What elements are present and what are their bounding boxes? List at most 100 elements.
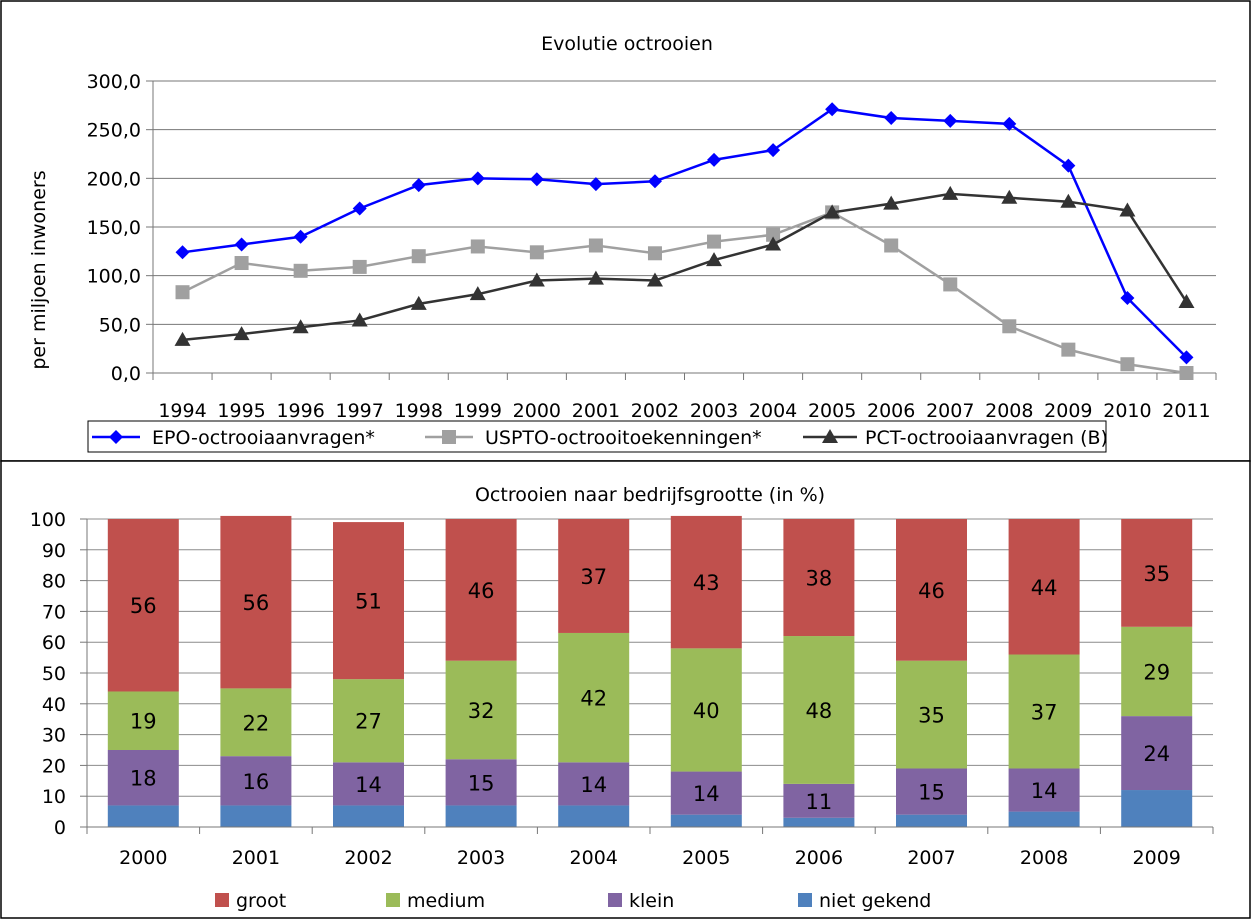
- data-point: [943, 277, 958, 292]
- legend-label: medium: [407, 890, 485, 912]
- data-label: 46: [918, 579, 945, 603]
- bar-segment-medium: [783, 636, 855, 784]
- data-point: [174, 331, 191, 346]
- y-tick-label: 80: [42, 571, 66, 593]
- legend-label: niet gekend: [819, 890, 931, 912]
- data-point: [529, 172, 544, 187]
- data-label: 56: [130, 594, 157, 618]
- line-chart-y-axis-label: per miljoen inwoners: [28, 170, 50, 369]
- legend-entry: niet gekend: [798, 890, 931, 912]
- series-line: [182, 192, 1188, 342]
- x-tick-label: 2001: [232, 847, 280, 869]
- legend-marker: [442, 430, 456, 444]
- bar-stack-2002: 14 27 51: [333, 522, 404, 827]
- data-point: [1001, 189, 1018, 204]
- data-point: [411, 178, 426, 193]
- data-point: [1179, 350, 1194, 365]
- data-point: [884, 238, 899, 253]
- bar-segment-groot: [896, 519, 967, 661]
- bar-segment-medium: [220, 688, 292, 757]
- bar-segment-medium: [558, 632, 630, 763]
- data-label: 37: [1031, 701, 1058, 725]
- x-tick-label: 2002: [631, 400, 679, 422]
- legend-label: PCT-octrooiaanvragen (B): [865, 427, 1108, 449]
- bar-stack-2000: 18 19 56: [107, 519, 179, 827]
- x-tick-label: 2007: [907, 847, 955, 869]
- data-point: [293, 263, 308, 278]
- bar-segment-medium: [896, 660, 967, 769]
- y-tick-label: 60: [42, 632, 66, 654]
- data-point: [175, 245, 190, 260]
- y-tick-label: 100: [30, 509, 66, 531]
- x-tick-label: 2009: [1133, 847, 1181, 869]
- data-label: 37: [580, 565, 607, 589]
- data-point: [233, 326, 250, 341]
- data-label: 38: [806, 567, 833, 591]
- legend-box: [87, 420, 1107, 453]
- bar-segment-klein: [896, 768, 967, 815]
- legend-marker: [109, 430, 123, 444]
- bar-segment-groot: [445, 519, 517, 661]
- x-tick-label: 1996: [276, 400, 324, 422]
- data-label: 48: [806, 699, 833, 723]
- data-point: [529, 245, 544, 260]
- data-point: [1119, 202, 1136, 217]
- x-tick-label: 2007: [926, 400, 974, 422]
- bar-stack-2005: 14 40 43: [670, 515, 742, 827]
- data-point: [884, 110, 899, 125]
- data-point: [292, 319, 309, 334]
- x-tick-label: 1999: [454, 400, 502, 422]
- bar-segment-groot: [670, 515, 742, 649]
- y-tick-label: 50,0: [99, 314, 141, 336]
- bar-stack-2001: 16 22 56: [220, 515, 292, 827]
- x-tick-label: 2004: [570, 847, 618, 869]
- bar-segment-klein: [1008, 768, 1080, 812]
- data-label: 14: [1031, 779, 1058, 803]
- data-point: [528, 272, 545, 287]
- legend-label: USPTO-octrooitoekenningen*: [485, 427, 762, 449]
- x-tick-label: 1995: [217, 400, 265, 422]
- x-tick-label: 2001: [572, 400, 620, 422]
- y-tick-label: 10: [42, 786, 66, 808]
- x-tick-label: 2009: [1044, 400, 1092, 422]
- legend-swatch: [798, 893, 812, 907]
- series-line: [182, 107, 1188, 359]
- x-tick-label: 2005: [682, 847, 730, 869]
- bar-segment-medium: [445, 660, 517, 760]
- data-point: [351, 312, 368, 327]
- y-tick-label: 70: [42, 601, 66, 623]
- data-point: [647, 246, 662, 261]
- data-point: [1120, 357, 1135, 372]
- data-label: 15: [918, 781, 945, 805]
- data-point: [943, 113, 958, 128]
- x-tick-label: 2003: [690, 400, 738, 422]
- data-point: [588, 177, 603, 192]
- y-tick-label: 20: [42, 755, 66, 777]
- data-label: 35: [1143, 562, 1170, 586]
- data-point: [883, 195, 900, 210]
- bar-segment-niet-gekend: [445, 805, 517, 827]
- bar-segment-klein: [670, 771, 742, 815]
- data-label: 42: [580, 687, 607, 711]
- data-point: [470, 171, 485, 186]
- data-label: 14: [580, 773, 607, 797]
- bar-segment-niet-gekend: [107, 805, 179, 827]
- bar-segment-groot: [333, 522, 404, 680]
- x-tick-label: 2010: [1103, 400, 1151, 422]
- bar-segment-medium: [670, 648, 742, 772]
- data-point: [942, 185, 959, 200]
- bar-segment-groot: [107, 519, 179, 692]
- data-point: [1178, 293, 1195, 308]
- data-point: [234, 237, 249, 252]
- bar-stack-2008: 14 37 44: [1008, 519, 1080, 827]
- data-point: [647, 174, 662, 189]
- bar-segment-groot: [558, 519, 630, 633]
- bar-segment-groot: [1121, 519, 1193, 627]
- data-point: [175, 285, 190, 300]
- bar-stack-2009: 24 29 35: [1121, 519, 1193, 827]
- bar-stack-2006: 11 48 38: [783, 519, 855, 827]
- legend-entry: PCT-octrooiaanvragen (B): [803, 427, 1108, 449]
- legend-swatch: [608, 893, 622, 907]
- data-point: [1120, 291, 1135, 306]
- y-tick-label: 40: [42, 694, 66, 716]
